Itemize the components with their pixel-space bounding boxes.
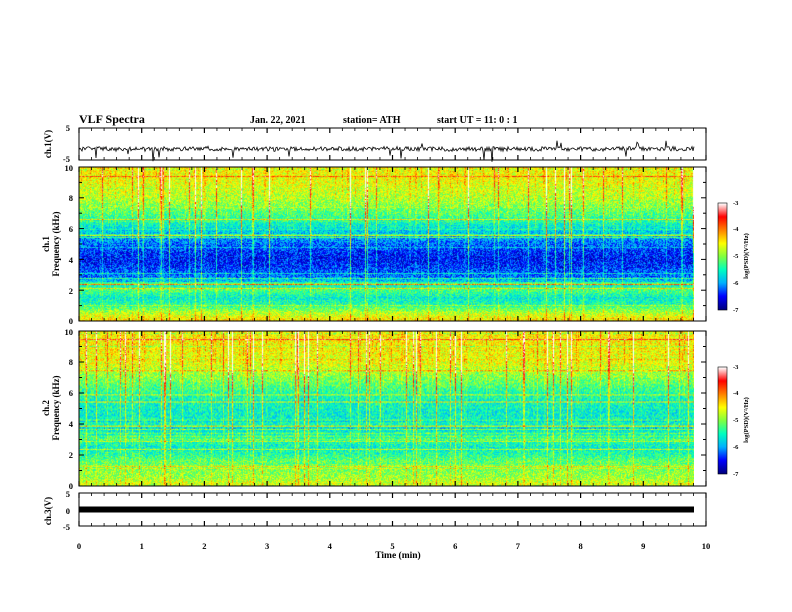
ch1-channel-label: ch.1 (41, 236, 51, 252)
colorbar-tick: -6 (733, 280, 739, 287)
ytick-label: 8 (69, 193, 73, 203)
ytick-label: 10 (65, 163, 74, 173)
ytick-label: 4 (69, 419, 74, 429)
xtick-label: 2 (202, 541, 206, 551)
xtick-label: 10 (702, 541, 711, 551)
ch1-spectrogram-image (79, 167, 694, 321)
ytick-label: -5 (63, 522, 70, 532)
axis-tick-marks (78, 128, 707, 526)
ytick-label: 0 (69, 481, 73, 491)
ch2-colorbar (718, 367, 727, 474)
ytick-label: 10 (65, 327, 74, 337)
ch3-waveform-yticks: 5 0 -5 (63, 489, 70, 532)
ch3-waveform-ylabel: ch.3(V) (43, 497, 53, 525)
ytick-label: 8 (69, 357, 73, 367)
ch1-spectrogram-yticks: 0 2 4 6 8 10 (65, 163, 74, 326)
ytick-label: 6 (69, 224, 73, 234)
ch1-colorbar-ticks: -3 -4 -5 -6 -7 (733, 200, 739, 314)
colorbar-tick: -5 (733, 417, 739, 424)
colorbar-tick: -3 (733, 364, 739, 371)
start-time-label: start UT = 11: 0 : 1 (437, 115, 518, 126)
ch3-waveform-line (79, 506, 694, 513)
ch1-colorbar (718, 203, 727, 310)
ytick-label: 0 (69, 316, 73, 326)
ch2-spectrogram-yticks: 0 2 4 6 8 10 (65, 327, 74, 491)
ch1-colorbar-label: log(PSD)(V²/Hz) (743, 233, 750, 279)
ch2-colorbar-label: log(PSD)(V²/Hz) (743, 397, 750, 443)
ch1-colorbar-frame (717, 202, 728, 311)
station-label: station= ATH (343, 115, 401, 126)
colorbar-tick: -7 (733, 307, 739, 314)
xtick-label: 6 (453, 541, 457, 551)
ch2-colorbar-frame (717, 366, 728, 475)
xtick-label: 9 (641, 541, 645, 551)
date-label: Jan. 22, 2021 (250, 115, 306, 126)
colorbar-tick: -3 (733, 200, 739, 207)
xtick-label: 4 (328, 541, 333, 551)
colorbar-tick: -5 (733, 253, 739, 260)
colorbar-tick: -4 (733, 226, 739, 233)
ytick-label: 4 (69, 255, 74, 265)
ch2-colorbar-ticks: -3 -4 -5 -6 -7 (733, 364, 739, 478)
ch2-spectrogram-image (79, 331, 694, 486)
chart-title: VLF Spectra (79, 112, 145, 126)
xtick-label: 8 (578, 541, 582, 551)
ytick-label: -5 (63, 154, 70, 164)
ytick-label: 5 (66, 123, 70, 133)
ch1-waveform-yticks: 5 -5 (63, 123, 70, 164)
ch1-frequency-ylabel: Frequency (kHz) (51, 211, 61, 276)
colorbar-tick: -7 (733, 471, 739, 478)
ch2-channel-label: ch.2 (41, 400, 51, 416)
ytick-label: 2 (69, 450, 73, 460)
ch2-frequency-ylabel: Frequency (kHz) (51, 375, 61, 440)
x-axis-ticks: 0 1 2 3 4 5 6 7 8 9 10 (77, 541, 710, 551)
colorbar-tick: -4 (733, 390, 739, 397)
xtick-label: 5 (390, 541, 394, 551)
ytick-label: 0 (66, 506, 70, 516)
ch1-waveform-ylabel: ch.1(V) (43, 130, 53, 158)
ch1-waveform-line (78, 140, 695, 162)
ytick-label: 5 (66, 489, 70, 499)
xtick-label: 7 (516, 541, 521, 551)
xtick-label: 0 (77, 541, 81, 551)
ytick-label: 2 (69, 286, 73, 296)
xtick-label: 3 (265, 541, 269, 551)
colorbar-tick: -6 (733, 444, 739, 451)
xtick-label: 1 (140, 541, 144, 551)
ytick-label: 6 (69, 388, 73, 398)
x-axis-label: Time (min) (375, 550, 420, 561)
